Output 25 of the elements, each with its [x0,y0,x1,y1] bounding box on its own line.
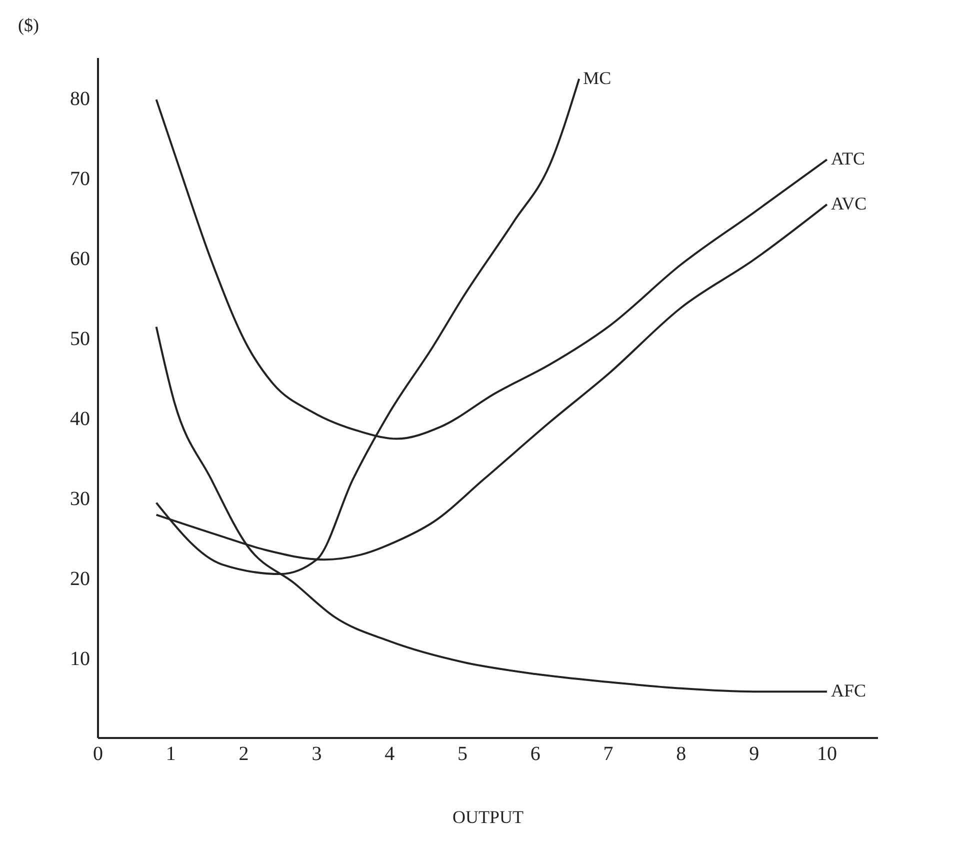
x-tick-label: 10 [816,743,837,766]
x-tick-label: 5 [457,743,468,766]
x-axis-title: OUTPUT [452,807,524,827]
y-tick-label: 80 [70,88,90,110]
series-label: ATC [830,148,865,169]
x-tick-label: 4 [384,743,395,766]
y-tick-label: 30 [70,488,90,510]
series-label: AVC [830,193,867,214]
y-tick-label: 60 [70,248,90,270]
x-tick-label: 1 [166,743,176,766]
series-label: AFC [830,680,866,701]
x-tick-label: 6 [530,743,540,766]
x-tick-label: 2 [238,743,249,766]
series-label: MC [583,68,612,88]
y-tick-label: 20 [70,568,90,590]
y-tick-label: 10 [70,648,90,670]
x-tick-label: 9 [749,743,760,766]
y-tick-label: 40 [70,408,90,430]
y-tick-label: 50 [70,328,90,350]
x-tick-label: 0 [93,743,103,766]
x-tick-label: 7 [603,743,614,766]
y-axis-title: ($) [18,14,39,35]
x-tick-label: 8 [676,743,686,766]
x-tick-label: 3 [312,743,322,766]
y-tick-label: 70 [70,168,90,190]
